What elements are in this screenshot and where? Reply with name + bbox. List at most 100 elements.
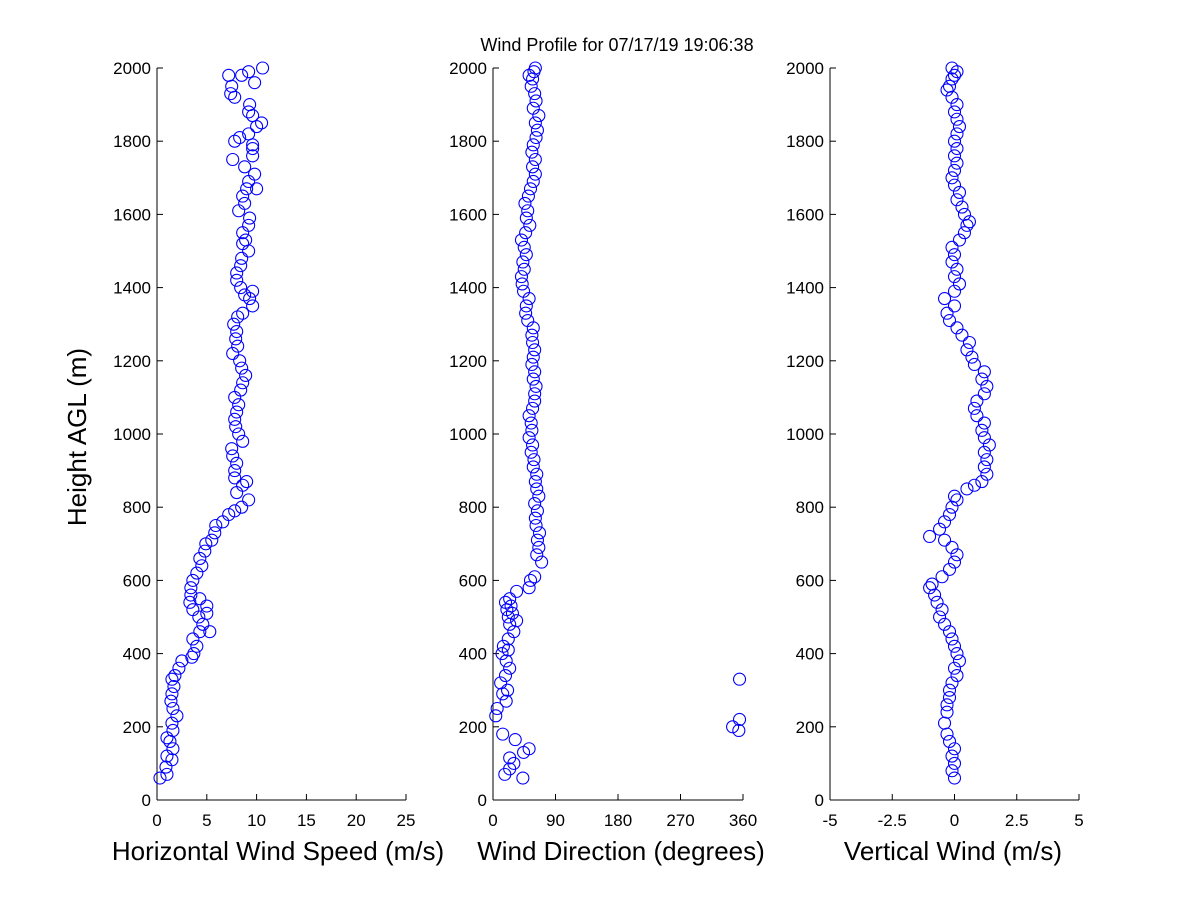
data-point-vertical bbox=[940, 705, 954, 719]
data-point-direction bbox=[498, 669, 513, 683]
data-point-speed bbox=[166, 723, 180, 738]
data-point-speed bbox=[250, 182, 264, 196]
data-point-speed bbox=[230, 324, 244, 339]
data-point-vertical bbox=[947, 555, 962, 569]
y-tick-label-vertical: 1000 bbox=[786, 425, 824, 444]
x-tick-label-direction: 360 bbox=[729, 811, 757, 830]
data-point-vertical bbox=[945, 171, 959, 185]
data-point-vertical bbox=[977, 387, 991, 401]
data-point-speed bbox=[165, 687, 179, 701]
data-point-speed bbox=[226, 346, 240, 361]
data-point-vertical bbox=[970, 409, 984, 423]
data-point-vertical bbox=[967, 401, 981, 415]
data-point-direction bbox=[528, 511, 542, 525]
data-point-speed bbox=[190, 566, 204, 580]
data-point-speed bbox=[229, 420, 243, 434]
data-point-speed bbox=[186, 603, 200, 617]
data-point-direction bbox=[530, 504, 544, 518]
data-point-direction bbox=[521, 313, 535, 328]
data-point-speed bbox=[183, 595, 197, 609]
y-tick-label-speed: 0 bbox=[142, 791, 151, 810]
data-point-vertical bbox=[950, 669, 964, 683]
data-point-speed bbox=[230, 405, 244, 419]
data-point-direction bbox=[496, 639, 510, 653]
data-point-vertical bbox=[942, 625, 957, 639]
data-point-direction bbox=[526, 401, 540, 415]
data-point-direction bbox=[498, 595, 513, 609]
data-point-speed bbox=[172, 661, 186, 675]
data-point-vertical bbox=[935, 603, 949, 617]
data-point-speed bbox=[186, 573, 200, 587]
data-point-direction bbox=[526, 372, 540, 386]
data-point-speed bbox=[193, 592, 207, 606]
data-point-direction bbox=[526, 101, 540, 115]
data-point-direction bbox=[519, 248, 533, 262]
data-point-vertical bbox=[952, 185, 967, 199]
data-point-speed bbox=[170, 709, 184, 723]
y-tick-label-speed: 1600 bbox=[113, 205, 151, 224]
data-point-direction bbox=[503, 592, 517, 606]
data-point-direction bbox=[525, 423, 539, 437]
y-tick-label-vertical: 1400 bbox=[786, 279, 824, 298]
data-point-direction bbox=[526, 174, 540, 189]
x-axis-title-vertical: Vertical Wind (m/s) bbox=[844, 836, 1062, 866]
data-point-direction bbox=[499, 654, 513, 668]
data-point-direction bbox=[525, 357, 539, 372]
data-point-direction bbox=[527, 453, 541, 467]
data-point-vertical bbox=[942, 313, 957, 328]
y-tick-label-direction: 800 bbox=[459, 498, 487, 517]
data-point-speed bbox=[235, 251, 249, 265]
data-point-direction bbox=[530, 533, 544, 547]
data-point-vertical bbox=[977, 431, 991, 445]
data-point-speed bbox=[193, 625, 207, 639]
data-point-vertical bbox=[957, 226, 972, 240]
data-point-speed bbox=[228, 412, 242, 426]
data-point-speed bbox=[184, 581, 198, 595]
data-point-speed bbox=[231, 339, 245, 353]
data-point-speed bbox=[255, 116, 269, 130]
data-point-vertical bbox=[933, 610, 947, 624]
data-point-vertical bbox=[940, 306, 954, 320]
data-point-vertical bbox=[923, 529, 937, 544]
data-point-speed bbox=[236, 237, 250, 251]
data-point-speed bbox=[238, 288, 252, 302]
data-point-speed bbox=[236, 306, 250, 320]
data-point-vertical bbox=[930, 595, 944, 609]
data-point-direction bbox=[515, 277, 529, 291]
data-point-vertical bbox=[952, 233, 967, 247]
data-point-speed bbox=[226, 152, 240, 167]
data-point-speed bbox=[166, 701, 180, 716]
data-point-speed bbox=[235, 500, 249, 514]
data-point-speed bbox=[236, 434, 250, 448]
data-point-speed bbox=[209, 518, 223, 533]
x-tick-label-speed: 20 bbox=[347, 811, 366, 830]
y-axis-title: Height AGL (m) bbox=[62, 348, 92, 526]
data-point-speed bbox=[229, 332, 243, 346]
data-point-direction bbox=[517, 240, 531, 254]
data-point-vertical bbox=[947, 299, 962, 313]
data-point-vertical bbox=[947, 756, 962, 770]
data-point-direction bbox=[526, 438, 540, 452]
data-point-speed bbox=[235, 361, 249, 375]
data-point-vertical bbox=[977, 365, 991, 379]
data-point-speed bbox=[238, 196, 252, 210]
data-point-vertical bbox=[942, 734, 957, 748]
data-point-direction bbox=[514, 233, 529, 247]
data-point-vertical bbox=[947, 68, 962, 82]
data-point-speed bbox=[236, 189, 250, 203]
data-point-vertical bbox=[952, 654, 967, 668]
data-point-direction bbox=[529, 379, 543, 393]
data-point-direction bbox=[528, 387, 542, 401]
data-point-vertical bbox=[947, 248, 962, 262]
y-tick-label-speed: 600 bbox=[123, 571, 151, 590]
y-tick-label-speed: 800 bbox=[123, 498, 151, 517]
y-tick-label-speed: 2000 bbox=[113, 59, 151, 78]
data-point-speed bbox=[234, 259, 248, 273]
data-point-speed bbox=[232, 427, 246, 441]
data-point-direction bbox=[522, 431, 536, 445]
data-point-vertical bbox=[965, 350, 979, 364]
data-point-direction bbox=[528, 87, 542, 101]
data-point-direction bbox=[524, 445, 538, 459]
data-point-speed bbox=[184, 588, 198, 602]
data-point-vertical bbox=[925, 577, 939, 591]
